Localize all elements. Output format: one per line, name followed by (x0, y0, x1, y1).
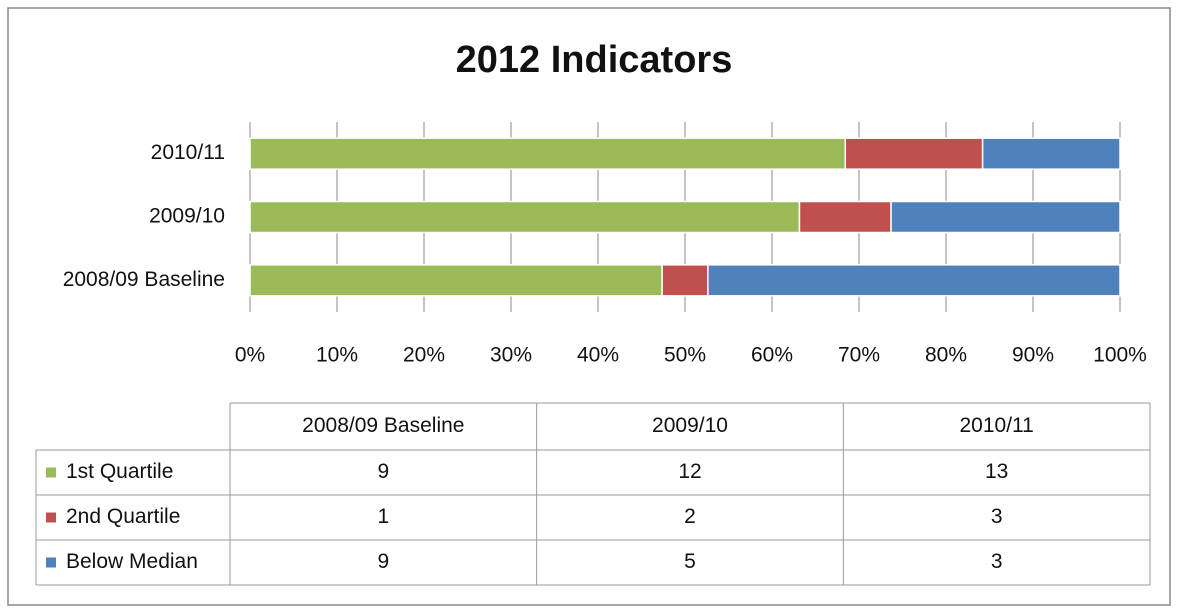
y-tick-label: 2009/10 (149, 205, 225, 228)
x-tick-label: 100% (1093, 344, 1147, 367)
bar-segment (890, 200, 1121, 234)
x-tick-label: 90% (1012, 344, 1054, 367)
bar-segment (661, 264, 709, 297)
chart-frame (7, 7, 1171, 606)
legend-key (46, 512, 56, 523)
chart-title: 2012 Indicators (456, 39, 733, 81)
table-cell: 1 (377, 505, 389, 528)
bar-segment (981, 137, 1121, 170)
x-tick-label: 70% (838, 344, 880, 367)
x-tick-label: 20% (403, 344, 445, 367)
table-header: 2008/09 Baseline (302, 414, 464, 437)
table-cell: 2 (684, 505, 696, 528)
table-cell: 9 (377, 460, 389, 483)
x-tick-label: 80% (925, 344, 967, 367)
x-tick-label: 10% (316, 344, 358, 367)
bar-segment (249, 200, 801, 234)
legend-key (46, 557, 56, 568)
table-cell: 5 (684, 550, 696, 573)
bar-segment (249, 264, 663, 297)
y-tick-label: 2010/11 (151, 141, 225, 164)
legend-label: Below Median (66, 550, 198, 573)
x-tick-label: 50% (664, 344, 706, 367)
y-tick-label: 2008/09 Baseline (63, 268, 225, 291)
table-cell: 12 (678, 460, 701, 483)
table-header: 2010/11 (959, 414, 1033, 437)
bar-segment (249, 137, 847, 170)
bar-segment (798, 200, 892, 234)
table-cell: 13 (985, 460, 1008, 483)
table-header: 2009/10 (652, 414, 728, 437)
bar-segment (844, 137, 984, 170)
table-cell: 3 (991, 550, 1003, 573)
bar-segment (707, 264, 1121, 297)
legend-key (46, 467, 56, 478)
table-cell: 9 (377, 550, 389, 573)
x-tick-label: 40% (577, 344, 619, 367)
x-tick-label: 0% (235, 344, 265, 367)
table-cell: 3 (991, 505, 1003, 528)
legend-label: 2nd Quartile (66, 505, 180, 528)
x-tick-label: 30% (490, 344, 532, 367)
x-tick-label: 60% (751, 344, 793, 367)
legend-label: 1st Quartile (66, 460, 173, 483)
